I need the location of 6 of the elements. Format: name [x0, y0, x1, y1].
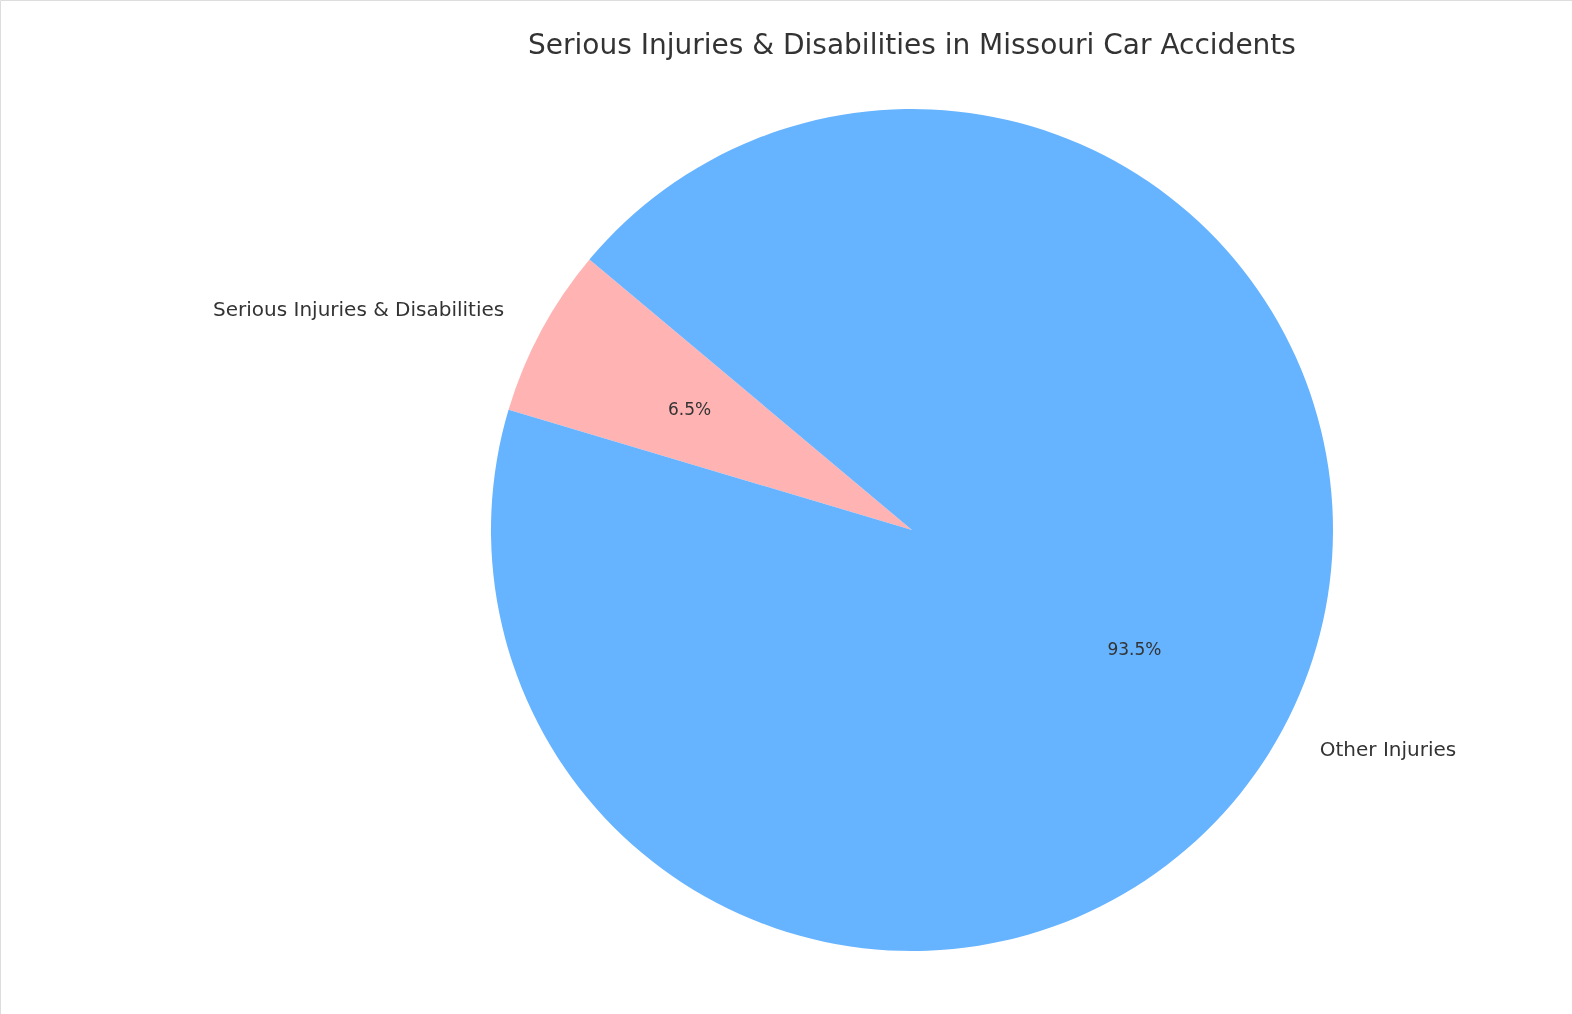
data-label: 6.5% [667, 399, 712, 420]
slice-label: Other Injuries [1319, 736, 1457, 761]
slice-label: Serious Injuries & Disabilities [213, 297, 505, 322]
data-label: 93.5% [1107, 638, 1162, 659]
chart-title: Serious Injuries & Disabilities in Missouri Car Accidents [528, 28, 1296, 61]
pie-slice [508, 259, 912, 530]
